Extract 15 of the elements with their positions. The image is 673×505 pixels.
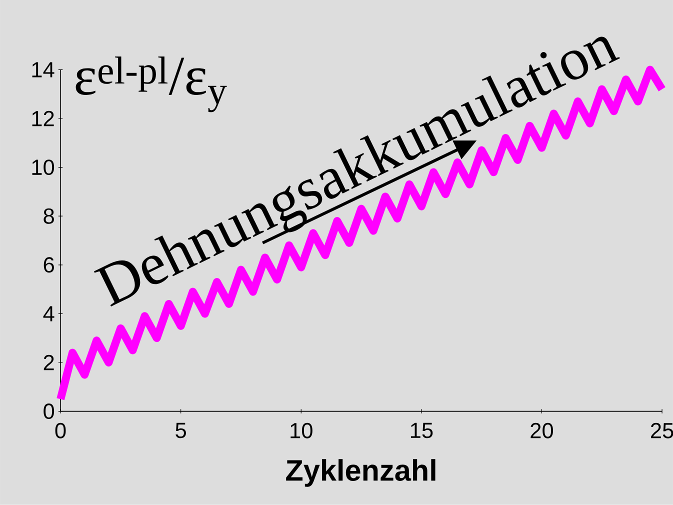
x-tick-label: 15: [410, 422, 433, 438]
y-tick-label: 4: [43, 306, 54, 322]
y-tick-label: 2: [44, 354, 54, 370]
x-axis-title: Zyklenzahl: [286, 459, 436, 487]
y-tick-label: 6: [44, 257, 54, 273]
x-tick-label: 5: [176, 422, 186, 438]
y-tick-label: 12: [32, 110, 54, 126]
y-tick-label: 10: [32, 160, 54, 176]
y-tick-label: 14: [32, 62, 54, 78]
x-tick-label: 10: [290, 422, 312, 438]
y-tick-label: 0: [44, 404, 54, 420]
x-tick-label: 0: [55, 422, 66, 438]
y-tick-label: 8: [44, 208, 54, 224]
x-tick-label: 25: [651, 422, 673, 438]
x-tick-label: 20: [530, 422, 554, 438]
